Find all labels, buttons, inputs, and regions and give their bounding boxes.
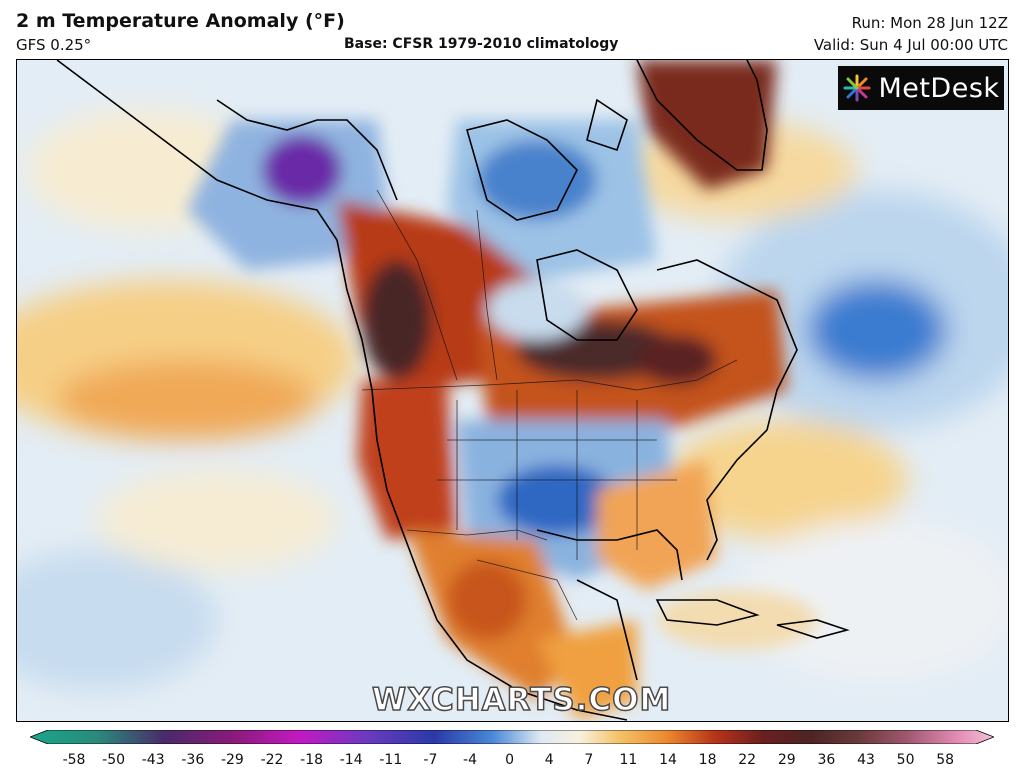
colorbar-tick: -43 [141, 752, 165, 768]
colorbar-tick: -18 [300, 752, 324, 768]
colorbar-tick: 43 [857, 752, 875, 768]
colorbar-tick: 14 [659, 752, 677, 768]
wxcharts-watermark: WXCHARTS.COM [371, 681, 672, 719]
colorbar-tick: -4 [463, 752, 477, 768]
sunburst-icon [843, 74, 871, 102]
colorbar-tick: 0 [505, 752, 515, 768]
model-label: GFS 0.25° [16, 36, 92, 54]
colorbar [30, 730, 994, 744]
colorbar-tick: 50 [896, 752, 915, 768]
colorbar-ticks: -58 -50 -43 -36 -29 -22 -18 -14 -11 -7 -4 0 4 7 11 14 18… [48, 752, 988, 772]
colorbar-tick: 22 [738, 752, 757, 768]
metdesk-logo: MetDesk [838, 66, 1004, 110]
colorbar-tick: -50 [102, 752, 126, 768]
valid-time: Valid: Sun 4 Jul 00:00 UTC [813, 36, 1008, 54]
colorbar-tick: 4 [544, 752, 554, 768]
run-time: Run: Mon 28 Jun 12Z [851, 14, 1008, 32]
colorbar-tick: -14 [339, 752, 363, 768]
anomaly-map: MetDesk WXCHARTS.COM [16, 59, 1009, 722]
colorbar-tick: -36 [181, 752, 205, 768]
colorbar-tick: 58 [936, 752, 955, 768]
colorbar-tick: 7 [584, 752, 594, 768]
colorbar-tick: 11 [619, 752, 638, 768]
logo-text: MetDesk [878, 72, 1000, 104]
colorbar-tick: 29 [777, 752, 796, 768]
climatology-base: Base: CFSR 1979-2010 climatology [344, 36, 619, 52]
colorbar-tick: -58 [62, 752, 86, 768]
colorbar-tick: 18 [698, 752, 717, 768]
map-field [17, 60, 1008, 721]
colorbar-tick: -22 [260, 752, 284, 768]
colorbar-tick: -11 [379, 752, 403, 768]
colorbar-tick: -29 [220, 752, 244, 768]
chart-title: 2 m Temperature Anomaly (°F) [16, 10, 345, 32]
colorbar-tick: 36 [817, 752, 836, 768]
colorbar-tick: -7 [423, 752, 438, 768]
